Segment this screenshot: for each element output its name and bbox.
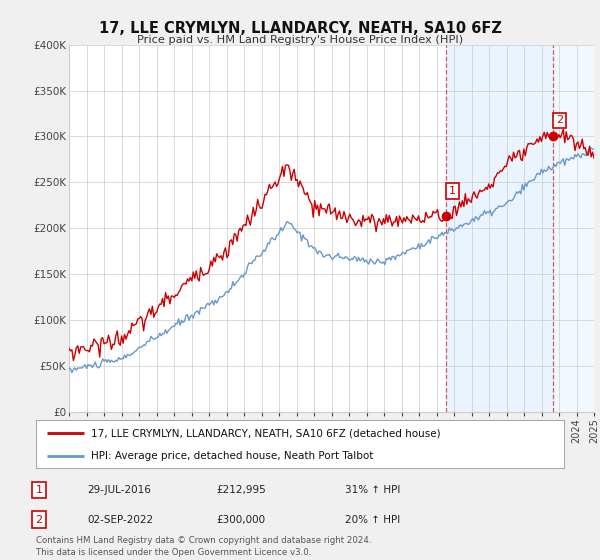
Text: 1: 1: [35, 485, 43, 495]
Text: HPI: Average price, detached house, Neath Port Talbot: HPI: Average price, detached house, Neat…: [91, 451, 374, 461]
Text: 2: 2: [35, 515, 43, 525]
Text: 17, LLE CRYMLYN, LLANDARCY, NEATH, SA10 6FZ (detached house): 17, LLE CRYMLYN, LLANDARCY, NEATH, SA10 …: [91, 428, 441, 438]
Text: Contains HM Land Registry data © Crown copyright and database right 2024.
This d: Contains HM Land Registry data © Crown c…: [36, 536, 371, 557]
Text: Price paid vs. HM Land Registry's House Price Index (HPI): Price paid vs. HM Land Registry's House …: [137, 35, 463, 45]
Bar: [553, 45, 594, 412]
Text: 20% ↑ HPI: 20% ↑ HPI: [345, 515, 400, 525]
Text: 31% ↑ HPI: 31% ↑ HPI: [345, 485, 400, 495]
Text: 29-JUL-2016: 29-JUL-2016: [87, 485, 151, 495]
Text: 02-SEP-2022: 02-SEP-2022: [87, 515, 153, 525]
Text: £300,000: £300,000: [216, 515, 265, 525]
Text: 17, LLE CRYMLYN, LLANDARCY, NEATH, SA10 6FZ: 17, LLE CRYMLYN, LLANDARCY, NEATH, SA10 …: [98, 21, 502, 36]
Bar: [446, 45, 553, 412]
Text: 2: 2: [556, 115, 563, 125]
Text: £212,995: £212,995: [216, 485, 266, 495]
Text: 1: 1: [449, 186, 456, 196]
